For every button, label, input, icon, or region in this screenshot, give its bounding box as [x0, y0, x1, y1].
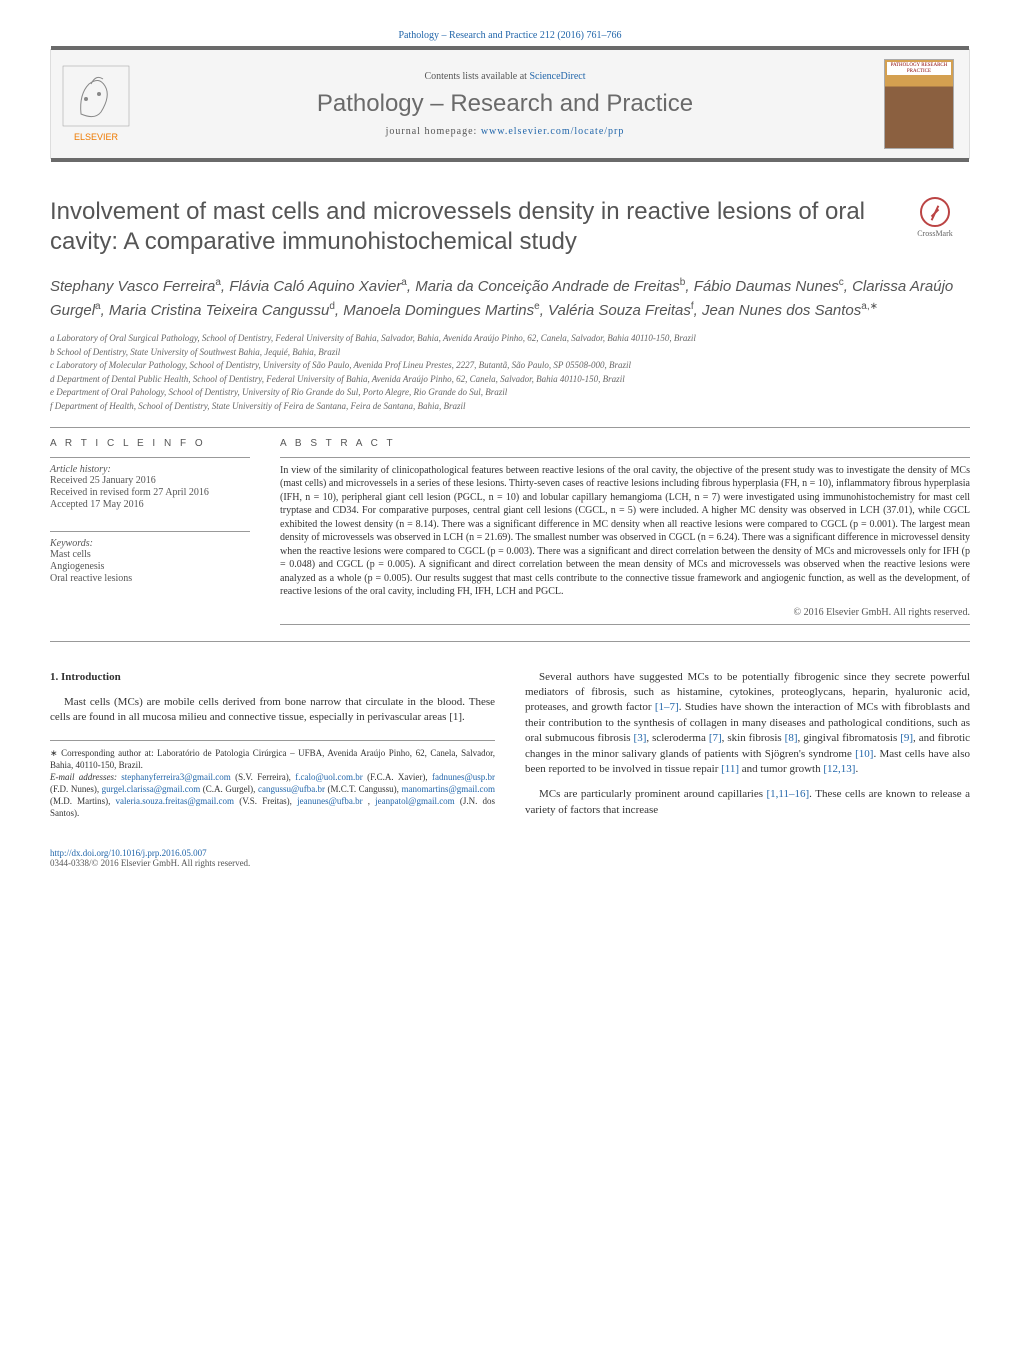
article-info-heading: a r t i c l e i n f o	[50, 438, 250, 449]
sciencedirect-link[interactable]: ScienceDirect	[529, 71, 585, 82]
abstract-copyright: © 2016 Elsevier GmbH. All rights reserve…	[280, 607, 970, 618]
ref-link[interactable]: [7]	[709, 732, 722, 744]
abstract-column: a b s t r a c t In view of the similarit…	[280, 438, 970, 631]
email-link[interactable]: cangussu@ufba.br	[258, 784, 325, 794]
contents-line: Contents lists available at ScienceDirec…	[141, 71, 869, 82]
citation-header: Pathology – Research and Practice 212 (2…	[50, 30, 970, 41]
banner-bar-bottom	[51, 158, 969, 162]
history-line: Accepted 17 May 2016	[50, 499, 250, 510]
email-attribution: (V.S. Freitas),	[234, 796, 297, 806]
keywords-label: Keywords:	[50, 538, 250, 549]
journal-cover-thumb: PATHOLOGY RESEARCH PRACTICE	[884, 59, 954, 149]
homepage-prefix: journal homepage:	[386, 126, 481, 137]
citation-link[interactable]: Pathology – Research and Practice 212 (2…	[398, 30, 621, 41]
affiliation-line: c Laboratory of Molecular Pathology, Sch…	[50, 359, 970, 372]
separator-rule-2	[50, 641, 970, 642]
ref-link[interactable]: [1–7]	[655, 701, 679, 713]
affiliation-line: f Department of Health, School of Dentis…	[50, 400, 970, 413]
email-attribution: (F.C.A. Xavier),	[363, 772, 432, 782]
abstract-text: In view of the similarity of clinicopath…	[280, 464, 970, 599]
email-addresses-note: E-mail addresses: stephanyferreira3@gmai…	[50, 771, 495, 820]
email-link[interactable]: fadnunes@usp.br	[432, 772, 495, 782]
keyword: Mast cells	[50, 549, 250, 560]
affiliations-block: a Laboratory of Oral Surgical Pathology,…	[50, 332, 970, 413]
body-column-left: 1. Introduction Mast cells (MCs) are mob…	[50, 670, 495, 829]
email-link[interactable]: jeanunes@ufba.br	[297, 796, 363, 806]
email-link[interactable]: jeanpatol@gmail.com	[375, 796, 455, 806]
history-line: Received 25 January 2016	[50, 475, 250, 486]
intro-paragraph-1: Mast cells (MCs) are mobile cells derive…	[50, 695, 495, 726]
email-attribution: (M.D. Martins),	[50, 796, 116, 806]
affiliation-line: e Department of Oral Pahology, School of…	[50, 386, 970, 399]
homepage-link[interactable]: www.elsevier.com/locate/prp	[481, 126, 625, 137]
email-attribution: (C.A. Gurgel),	[200, 784, 258, 794]
affiliation-line: b School of Dentistry, State University …	[50, 346, 970, 359]
body-column-right: Several authors have suggested MCs to be…	[525, 670, 970, 829]
abstract-heading: a b s t r a c t	[280, 438, 970, 449]
email-link[interactable]: f.calo@uol.com.br	[295, 772, 363, 782]
authors-block: Stephany Vasco Ferreiraa, Flávia Caló Aq…	[50, 275, 970, 322]
ref-link[interactable]: [1,11–16]	[767, 788, 810, 800]
affiliation-line: a Laboratory of Oral Surgical Pathology,…	[50, 332, 970, 345]
keyword: Oral reactive lesions	[50, 573, 250, 584]
ref-link[interactable]: [12,13]	[823, 763, 855, 775]
corresponding-author-note: ∗ Corresponding author at: Laboratório d…	[50, 747, 495, 771]
article-info-column: a r t i c l e i n f o Article history: R…	[50, 438, 250, 631]
ref-link[interactable]: [11]	[721, 763, 739, 775]
journal-name: Pathology – Research and Practice	[141, 90, 869, 118]
email-link[interactable]: manomartins@gmail.com	[401, 784, 495, 794]
homepage-line: journal homepage: www.elsevier.com/locat…	[141, 126, 869, 137]
affiliation-line: d Department of Dental Public Health, Sc…	[50, 373, 970, 386]
page-footer: http://dx.doi.org/10.1016/j.prp.2016.05.…	[50, 848, 970, 868]
email-attribution: (M.C.T. Cangussu),	[325, 784, 401, 794]
issn-copyright-line: 0344-0338/© 2016 Elsevier GmbH. All righ…	[50, 858, 970, 868]
email-label: E-mail addresses:	[50, 772, 121, 782]
journal-banner: ELSEVIER Contents lists available at Sci…	[50, 49, 970, 159]
contents-prefix: Contents lists available at	[424, 71, 529, 82]
email-link[interactable]: valeria.souza.freitas@gmail.com	[116, 796, 235, 806]
article-title: Involvement of mast cells and microvesse…	[50, 197, 870, 257]
email-link[interactable]: gurgel.clarissa@gmail.com	[102, 784, 201, 794]
banner-bar-top	[51, 46, 969, 50]
article-history-label: Article history:	[50, 464, 250, 475]
intro-paragraph-2: Several authors have suggested MCs to be…	[525, 670, 970, 778]
footnotes-block: ∗ Corresponding author at: Laboratório d…	[50, 740, 495, 820]
email-attribution: (S.V. Ferreira),	[231, 772, 295, 782]
cover-label: PATHOLOGY RESEARCH PRACTICE	[887, 62, 951, 75]
separator-rule	[50, 427, 970, 428]
ref-link[interactable]: [3]	[634, 732, 647, 744]
doi-link[interactable]: http://dx.doi.org/10.1016/j.prp.2016.05.…	[50, 848, 207, 858]
crossmark-icon	[920, 197, 950, 227]
email-attribution: ,	[363, 796, 376, 806]
section-heading-intro: 1. Introduction	[50, 670, 495, 685]
crossmark-label: CrossMark	[917, 229, 953, 238]
keyword: Angiogenesis	[50, 561, 250, 572]
email-attribution: (F.D. Nunes),	[50, 784, 102, 794]
email-link[interactable]: stephanyferreira3@gmail.com	[121, 772, 231, 782]
elsevier-logo: ELSEVIER	[61, 64, 131, 144]
ref-link[interactable]: [8]	[785, 732, 798, 744]
intro-paragraph-3: MCs are particularly prominent around ca…	[525, 787, 970, 818]
history-line: Received in revised form 27 April 2016	[50, 487, 250, 498]
ref-link[interactable]: [10]	[855, 748, 873, 760]
crossmark-badge[interactable]: CrossMark	[900, 197, 970, 247]
ref-link[interactable]: [9]	[900, 732, 913, 744]
svg-text:ELSEVIER: ELSEVIER	[74, 132, 119, 142]
